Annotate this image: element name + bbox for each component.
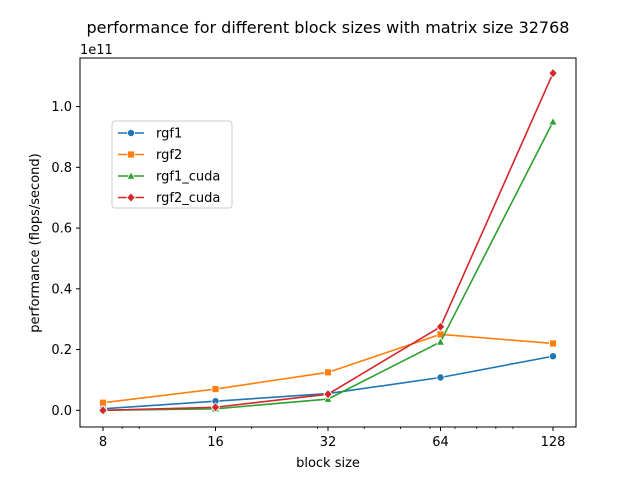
- data-point-rgf2_cuda-128: [548, 67, 558, 79]
- y-tick-label-0: 0.0: [51, 404, 72, 419]
- data-point-rgf2-128: [549, 339, 557, 348]
- y-tick-label-4: 0.8: [51, 161, 72, 176]
- x-tick-label-16: 16: [207, 435, 224, 450]
- legend-label-rgf2: rgf2: [156, 148, 182, 163]
- data-point-rgf2_cuda-32: [323, 389, 333, 400]
- y-axis-offset-text: 1e11: [80, 43, 113, 58]
- x-tick-label-64: 64: [432, 435, 449, 450]
- data-point-rgf2_cuda-16: [210, 402, 221, 413]
- legend-marker-rgf1: [127, 128, 136, 137]
- legend-marker-rgf1_cuda: [126, 170, 136, 180]
- legend-label-rgf2_cuda: rgf2_cuda: [156, 191, 220, 206]
- data-point-rgf2_cuda-8: [98, 405, 108, 416]
- y-tick-label-5: 1.0: [51, 100, 72, 115]
- y-tick-label-1: 0.2: [51, 343, 72, 358]
- data-point-rgf1-128: [549, 352, 558, 361]
- data-point-rgf1-64: [436, 373, 445, 382]
- data-point-rgf1_cuda-64: [435, 336, 446, 346]
- y-axis-label: performance (flops/second): [28, 153, 43, 332]
- data-point-rgf1_cuda-128: [548, 116, 558, 126]
- x-axis-label: block size: [296, 456, 360, 471]
- legend-marker-rgf2: [127, 150, 135, 159]
- x-tick-label-32: 32: [320, 435, 337, 450]
- y-tick-label-2: 0.4: [51, 282, 72, 297]
- data-point-rgf2-32: [324, 368, 332, 377]
- legend-box: [111, 120, 233, 209]
- data-point-rgf2_cuda-64: [435, 321, 446, 332]
- x-tick-label-128: 128: [541, 435, 566, 450]
- data-point-rgf2-16: [211, 385, 220, 393]
- x-tick-label-8: 8: [99, 435, 107, 450]
- legend-label-rgf1: rgf1: [156, 127, 182, 142]
- legend-marker-rgf2_cuda: [126, 192, 136, 203]
- legend-label-rgf1_cuda: rgf1_cuda: [156, 170, 220, 185]
- y-tick-label-3: 0.6: [51, 222, 72, 237]
- chart-title: performance for different block sizes wi…: [87, 18, 570, 37]
